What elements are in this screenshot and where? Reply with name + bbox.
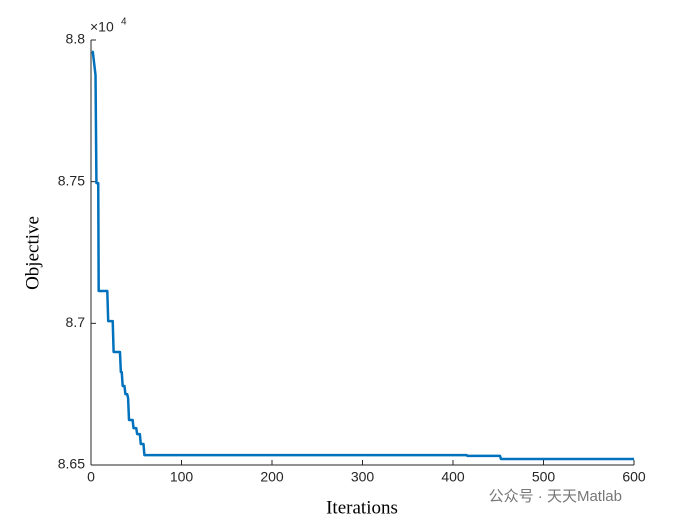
x-tick-label: 500	[532, 469, 556, 485]
x-tick-label: 100	[170, 469, 194, 485]
x-tick-label: 0	[87, 469, 95, 485]
y-tick-label: 8.8	[66, 31, 86, 47]
y-axis-label: Objective	[22, 216, 43, 290]
y-tick-label: 8.75	[58, 172, 85, 188]
x-tick-label: 200	[260, 469, 284, 485]
y-tick-label: 8.65	[58, 456, 85, 472]
x-tick-label: 400	[441, 469, 465, 485]
y-exponent-power: 4	[121, 17, 127, 28]
x-tick-label: 300	[351, 469, 375, 485]
x-tick-label: 600	[622, 469, 646, 485]
y-tick-label: 8.7	[66, 314, 86, 330]
line-series	[91, 50, 634, 461]
y-exponent-base: ×10	[90, 19, 114, 35]
x-axis-label: Iterations	[326, 497, 398, 518]
watermark: 公众号 · 天天Matlab	[489, 488, 622, 505]
